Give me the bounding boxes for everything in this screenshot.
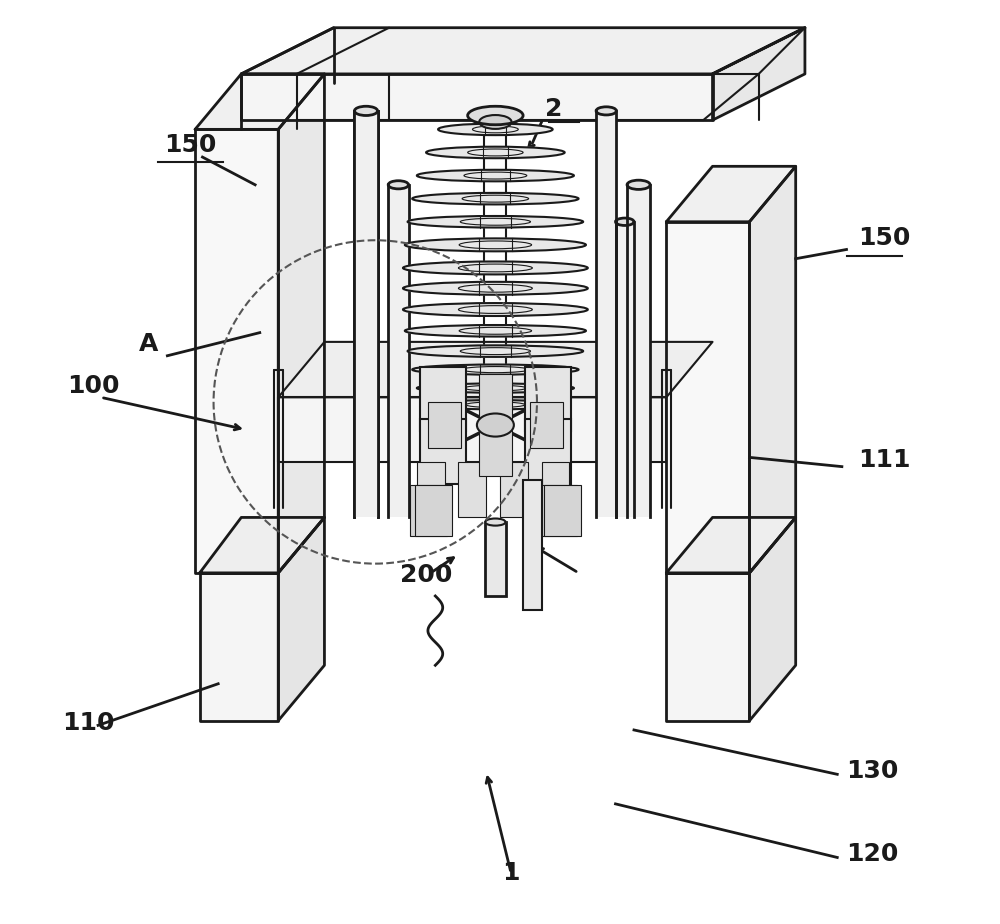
Ellipse shape — [412, 193, 579, 204]
Bar — [428, 402, 461, 448]
Text: 200: 200 — [400, 563, 452, 587]
Polygon shape — [666, 517, 796, 573]
Text: 1: 1 — [502, 860, 520, 884]
Polygon shape — [195, 74, 324, 129]
Text: 130: 130 — [846, 759, 899, 783]
Ellipse shape — [412, 365, 579, 375]
Bar — [523, 480, 542, 610]
Bar — [525, 419, 571, 483]
Text: 150: 150 — [164, 133, 217, 157]
Bar — [540, 485, 577, 536]
FancyBboxPatch shape — [616, 222, 634, 517]
FancyBboxPatch shape — [596, 111, 616, 517]
FancyBboxPatch shape — [627, 185, 650, 517]
Bar — [479, 430, 512, 476]
Text: 150: 150 — [859, 225, 911, 249]
Ellipse shape — [408, 346, 583, 357]
Polygon shape — [666, 166, 796, 222]
Text: A: A — [139, 332, 159, 356]
Ellipse shape — [477, 413, 514, 436]
Bar — [485, 522, 506, 596]
Ellipse shape — [405, 325, 586, 336]
Ellipse shape — [403, 282, 588, 295]
Ellipse shape — [417, 383, 574, 393]
Polygon shape — [200, 573, 278, 721]
Polygon shape — [278, 397, 666, 462]
Bar — [500, 462, 528, 517]
Polygon shape — [278, 74, 324, 573]
Bar — [458, 462, 486, 517]
Text: 110: 110 — [63, 711, 115, 735]
Polygon shape — [278, 517, 324, 721]
Polygon shape — [749, 166, 796, 573]
Bar — [420, 419, 466, 483]
Polygon shape — [241, 74, 713, 120]
Bar — [530, 402, 563, 448]
Text: 111: 111 — [859, 447, 911, 471]
Ellipse shape — [616, 218, 634, 225]
Bar — [544, 485, 581, 536]
Polygon shape — [666, 222, 749, 573]
Ellipse shape — [468, 106, 523, 125]
Ellipse shape — [438, 124, 553, 135]
Bar — [542, 462, 569, 517]
Polygon shape — [666, 573, 749, 721]
Ellipse shape — [596, 107, 616, 115]
Ellipse shape — [417, 170, 574, 181]
Ellipse shape — [403, 261, 588, 274]
Bar — [410, 485, 447, 536]
Text: 120: 120 — [846, 842, 899, 866]
Ellipse shape — [388, 181, 409, 188]
Polygon shape — [749, 517, 796, 721]
Polygon shape — [241, 28, 805, 74]
Polygon shape — [195, 129, 278, 573]
Polygon shape — [713, 28, 805, 120]
Bar — [479, 374, 512, 420]
Ellipse shape — [403, 303, 588, 316]
Bar — [420, 367, 466, 432]
Bar — [525, 367, 571, 432]
Text: 2: 2 — [545, 96, 562, 120]
Ellipse shape — [426, 147, 565, 158]
Ellipse shape — [405, 238, 586, 251]
Ellipse shape — [627, 180, 650, 189]
Ellipse shape — [354, 106, 378, 116]
FancyBboxPatch shape — [388, 185, 409, 517]
FancyBboxPatch shape — [354, 111, 378, 517]
Ellipse shape — [479, 116, 512, 128]
Bar — [417, 462, 445, 517]
Bar — [415, 485, 452, 536]
Polygon shape — [200, 517, 324, 573]
Text: 100: 100 — [67, 373, 120, 397]
Ellipse shape — [421, 400, 569, 409]
Ellipse shape — [408, 216, 583, 227]
Polygon shape — [278, 342, 713, 397]
Ellipse shape — [485, 518, 506, 526]
